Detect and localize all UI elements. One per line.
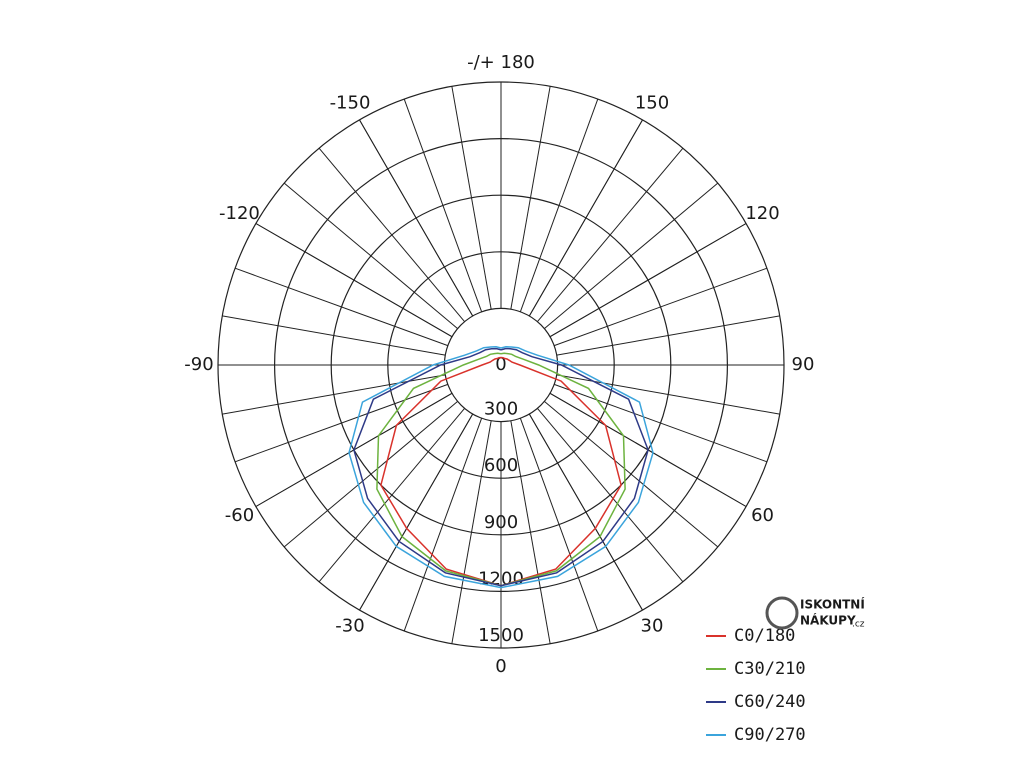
angle-tick-label: -90 [184, 354, 213, 375]
logo-text: ISKONTNÍ [800, 597, 865, 612]
angle-tick [528, 413, 643, 611]
angle-tick-label: 30 [641, 616, 664, 637]
angle-tick-label: -30 [335, 616, 364, 637]
logo-text: NÁKUPY [800, 613, 856, 628]
radial-tick-label: 0 [495, 354, 506, 375]
logo-text: .cz [852, 620, 865, 630]
angle-tick [528, 119, 643, 317]
series-line [348, 346, 654, 589]
angle-tick-label: 120 [745, 203, 779, 224]
angle-tick-label: -120 [219, 203, 260, 224]
angle-tick-label: -/+ 180 [467, 52, 535, 73]
angle-tick [359, 413, 474, 611]
angle-tick-label: -150 [330, 92, 371, 113]
series-line [353, 347, 649, 587]
legend-label: C30/210 [734, 659, 806, 679]
angle-tick-label: 90 [792, 354, 815, 375]
angle-tick-label: 150 [635, 92, 669, 113]
angle-tick-label: 60 [751, 505, 774, 526]
logo-badge [765, 596, 799, 630]
angle-tick [359, 119, 474, 317]
legend-label: C60/240 [734, 692, 806, 712]
angle-tick-label: -60 [225, 505, 254, 526]
angle-tick [255, 223, 453, 338]
legend-label: C90/270 [734, 725, 806, 745]
radial-tick-label: 300 [484, 399, 518, 420]
legend-label: C0/180 [734, 626, 795, 646]
angle-tick [549, 223, 747, 338]
angle-tick-label: 0 [495, 656, 506, 677]
